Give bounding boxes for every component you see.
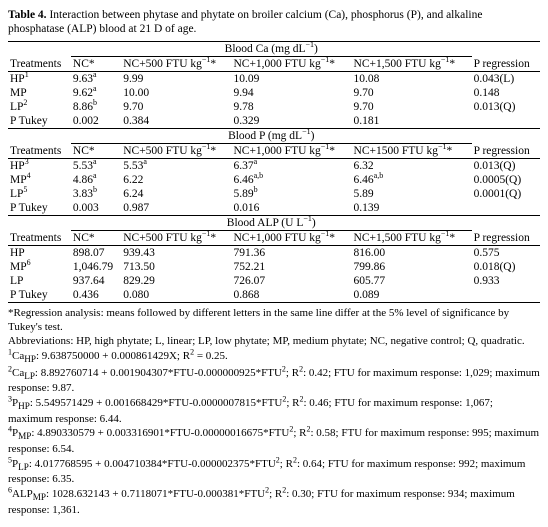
table-row: HP1 9.63a 9.99 10.09 10.08 0.043(L) xyxy=(8,71,540,86)
table-row: P Tukey 0.436 0.080 0.868 0.089 xyxy=(8,288,540,303)
table-row: MP4 4.86a 6.22 6.46a,b 6.46a,b 0.0005(Q) xyxy=(8,173,540,187)
section-title-p: Blood P (mg dL−1) xyxy=(71,128,472,143)
col-c1: NC+500 FTU kg−1* xyxy=(121,56,231,71)
caption-label: Table 4. xyxy=(8,9,47,21)
footnote-abbr: Abbreviations: HP, high phytate; L, line… xyxy=(8,335,540,349)
col-preg: P regression xyxy=(472,56,540,71)
section-title-alp: Blood ALP (U L−1) xyxy=(71,215,472,230)
col-treatments: Treatments xyxy=(8,56,71,71)
table-row: P Tukey 0.002 0.384 0.329 0.181 xyxy=(8,114,540,129)
footnotes: *Regression analysis: means followed by … xyxy=(8,307,540,518)
table-row: MP 9.62a 10.00 9.94 9.70 0.148 xyxy=(8,86,540,100)
column-header-row: Treatments NC* NC+500 FTU kg−1* NC+1,000… xyxy=(8,230,540,245)
footnote-3: 3PHP: 5.549571429 + 0.001668429*FTU-0.00… xyxy=(8,397,540,426)
section-header-ca: Blood Ca (mg dL−1) xyxy=(8,41,540,56)
table-caption: Table 4. Interaction between phytase and… xyxy=(8,8,540,37)
caption-text: Interaction between phytase and phytate … xyxy=(8,9,482,35)
table-row: P Tukey 0.003 0.987 0.016 0.139 xyxy=(8,201,540,216)
col-c2: NC+1,000 FTU kg−1* xyxy=(231,56,351,71)
table-row: HP 898.07 939.43 791.36 816.00 0.575 xyxy=(8,245,540,260)
data-table: Blood Ca (mg dL−1) Treatments NC* NC+500… xyxy=(8,41,540,303)
footnote-1: 1CaHP: 9.638750000 + 0.000861429X; R2 = … xyxy=(8,350,540,366)
section-header-p: Blood P (mg dL−1) xyxy=(8,128,540,143)
table-row: LP 937.64 829.29 726.07 605.77 0.933 xyxy=(8,274,540,288)
footnote-star: *Regression analysis: means followed by … xyxy=(8,307,540,335)
table-row: LP5 3.83b 6.24 5.89b 5.89 0.0001(Q) xyxy=(8,187,540,201)
footnote-4: 4PMP: 4.890330579 + 0.003316901*FTU-0.00… xyxy=(8,427,540,456)
table-row: HP3 5.53a 5.53a 6.37a 6.32 0.013(Q) xyxy=(8,158,540,173)
table-row: MP6 1,046.79 713.50 752.21 799.86 0.018(… xyxy=(8,260,540,274)
table-row: LP2 8.86b 9.70 9.78 9.70 0.013(Q) xyxy=(8,100,540,114)
section-header-alp: Blood ALP (U L−1) xyxy=(8,215,540,230)
footnote-2: 2CaLP: 8.892760714 + 0.001904307*FTU-0.0… xyxy=(8,367,540,396)
column-header-row: Treatments NC* NC+500 FTU kg−1* NC+1,000… xyxy=(8,56,540,71)
section-title-ca: Blood Ca (mg dL−1) xyxy=(71,41,472,56)
column-header-row: Treatments NC* NC+500 FTU kg−1* NC+1,000… xyxy=(8,143,540,158)
col-c3: NC+1,500 FTU kg−1* xyxy=(352,56,472,71)
footnote-5: 5PLP: 4.017768595 + 0.004710384*FTU-0.00… xyxy=(8,458,540,487)
